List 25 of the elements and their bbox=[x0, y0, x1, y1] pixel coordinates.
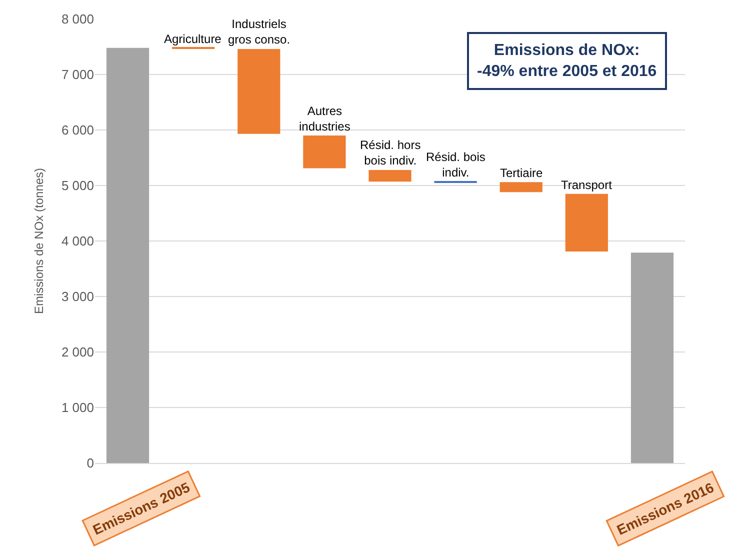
y-axis-title: Emissions de NOx (tonnes) bbox=[32, 168, 46, 314]
bar bbox=[238, 48, 280, 134]
y-tick-label: 3 000 bbox=[61, 289, 94, 304]
x-tick-label: Agriculture bbox=[164, 32, 222, 46]
y-tick-label: 6 000 bbox=[61, 122, 94, 138]
x-tick-label: Résid. bois indiv. bbox=[426, 150, 486, 180]
x-tick-label: Tertiaire bbox=[500, 166, 544, 180]
bar bbox=[303, 136, 346, 168]
y-tick-label: 4 000 bbox=[61, 234, 94, 249]
annotation: Emissions de NOx: -49% entre 2005 et 2016 bbox=[477, 42, 657, 80]
bar bbox=[630, 252, 674, 463]
y-tick-label: 2 000 bbox=[61, 344, 94, 360]
x-tick-label: Résid. hors bois indiv. bbox=[360, 138, 421, 168]
y-tick-label: 7 000 bbox=[61, 67, 94, 82]
x-tick-label: Autres industries bbox=[299, 104, 350, 134]
y-tick-label: 0 bbox=[86, 456, 94, 471]
x-tick-label: Industriels gros conso. bbox=[228, 17, 290, 47]
bar bbox=[368, 170, 412, 182]
y-tick-label: 5 000 bbox=[61, 178, 94, 194]
x-tick-label: Transport bbox=[561, 178, 613, 192]
y-tick-label: 1 000 bbox=[61, 400, 94, 416]
y-tick-label: 8 000 bbox=[61, 12, 94, 27]
bar bbox=[500, 182, 542, 192]
bar bbox=[106, 48, 150, 463]
bar bbox=[565, 194, 608, 252]
